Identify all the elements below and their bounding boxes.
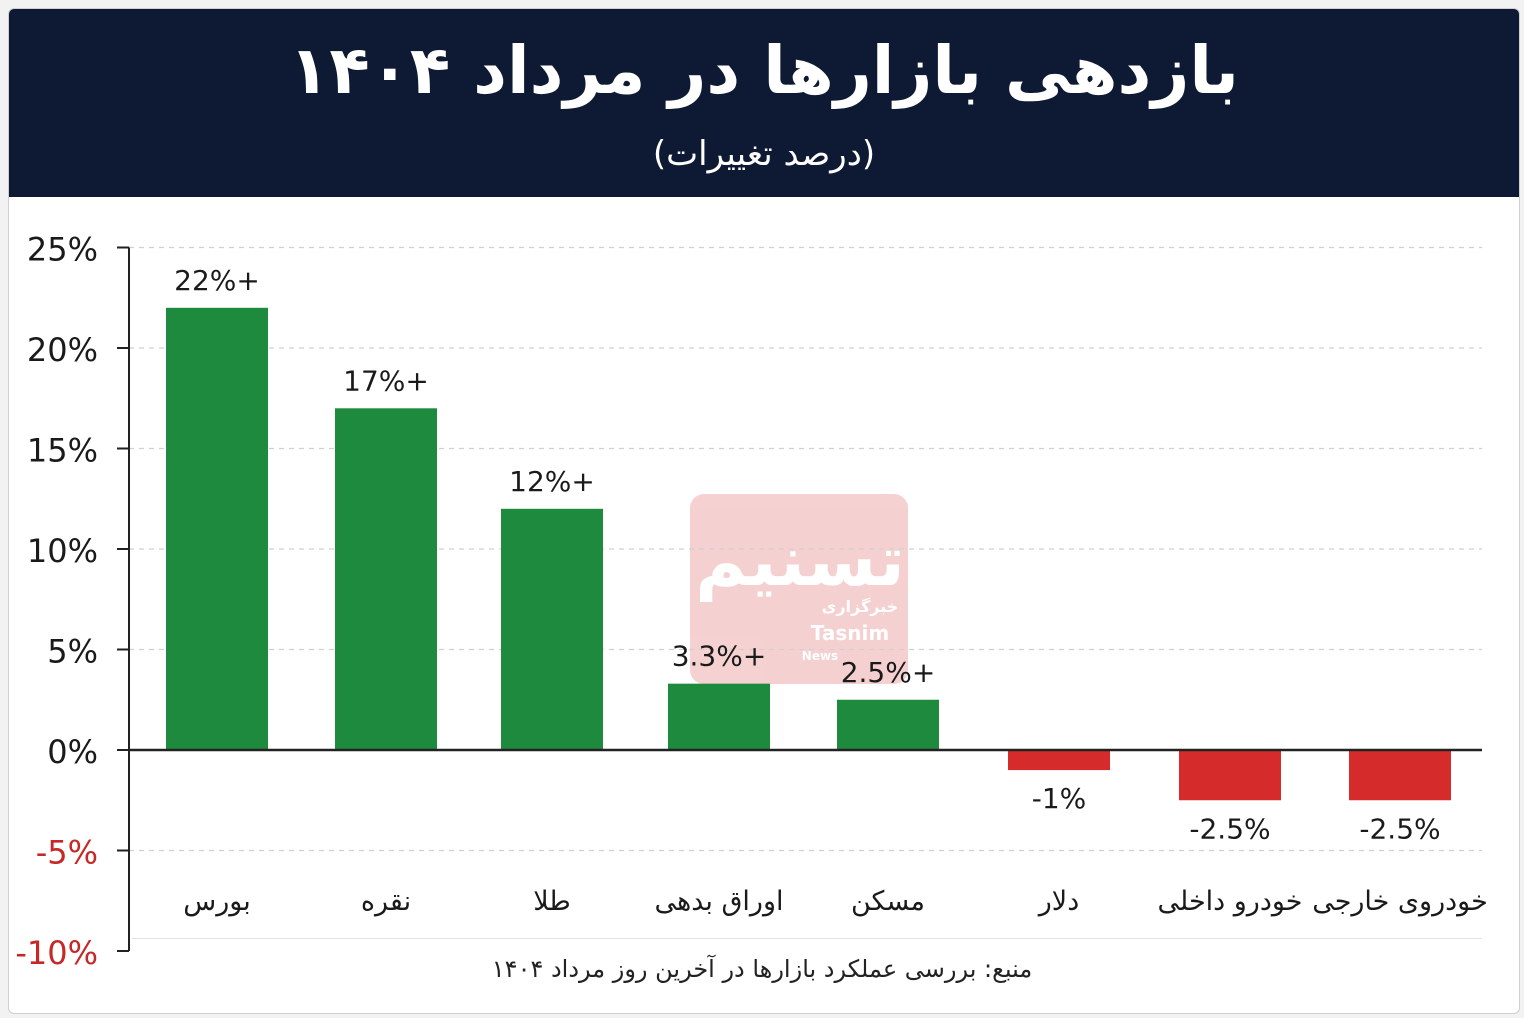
bar (1349, 750, 1451, 801)
bar (837, 699, 939, 750)
data-label: 12%+ (509, 465, 595, 498)
data-label: 17%+ (343, 364, 429, 397)
bar (1179, 750, 1281, 801)
y-tick-label: 20% (27, 331, 98, 369)
source-note: منبع: بررسی عملکرد بازارها در آخرین روز … (491, 955, 1033, 983)
watermark-logo-en2: News (802, 649, 838, 663)
watermark-logo-fa: تسنیم (695, 520, 905, 602)
bar (501, 508, 603, 750)
y-tick-label: 25% (27, 231, 98, 269)
chart-title: بازدهی بازارها در مرداد ۱۴۰۴ (289, 32, 1239, 109)
y-tick-label: -10% (15, 934, 98, 972)
watermark-logo-en: Tasnim (811, 621, 889, 645)
data-label: -1% (1032, 782, 1087, 815)
data-label: -2.5% (1359, 812, 1440, 845)
data-label: 2.5%+ (841, 656, 936, 689)
bar (335, 408, 437, 750)
bar (668, 683, 770, 750)
bar (1008, 750, 1110, 771)
watermark-logo-box (690, 494, 908, 684)
bar (166, 307, 268, 750)
y-tick-label: -5% (36, 834, 98, 872)
data-label: 3.3%+ (672, 640, 767, 673)
footer-divider (132, 938, 1482, 939)
chart-header: بازدهی بازارها در مرداد ۱۴۰۴ (درصد تغییر… (9, 9, 1519, 197)
chart-card: بازدهی بازارها در مرداد ۱۴۰۴ (درصد تغییر… (8, 8, 1520, 1014)
chart-subtitle: (درصد تغییرات) (652, 134, 876, 174)
y-tick-label: 10% (27, 532, 98, 570)
x-category-label: اوراق بدهی (654, 886, 783, 917)
data-label: 22%+ (174, 264, 260, 297)
x-category-label: بورس (183, 886, 250, 917)
x-category-label: نقره (361, 886, 411, 917)
data-label: -2.5% (1189, 812, 1270, 845)
x-category-label: دلار (1037, 886, 1079, 917)
x-category-label: خودرو داخلی (1158, 886, 1303, 917)
x-category-label: طلا (533, 886, 571, 917)
x-category-label: خودروی خارجی (1312, 886, 1488, 917)
y-tick-label: 0% (47, 733, 98, 771)
x-category-label: مسکن (851, 886, 925, 917)
y-tick-label: 5% (47, 633, 98, 671)
y-tick-label: 15% (27, 432, 98, 470)
watermark-logo-sub: خبرگزاری (822, 597, 899, 616)
